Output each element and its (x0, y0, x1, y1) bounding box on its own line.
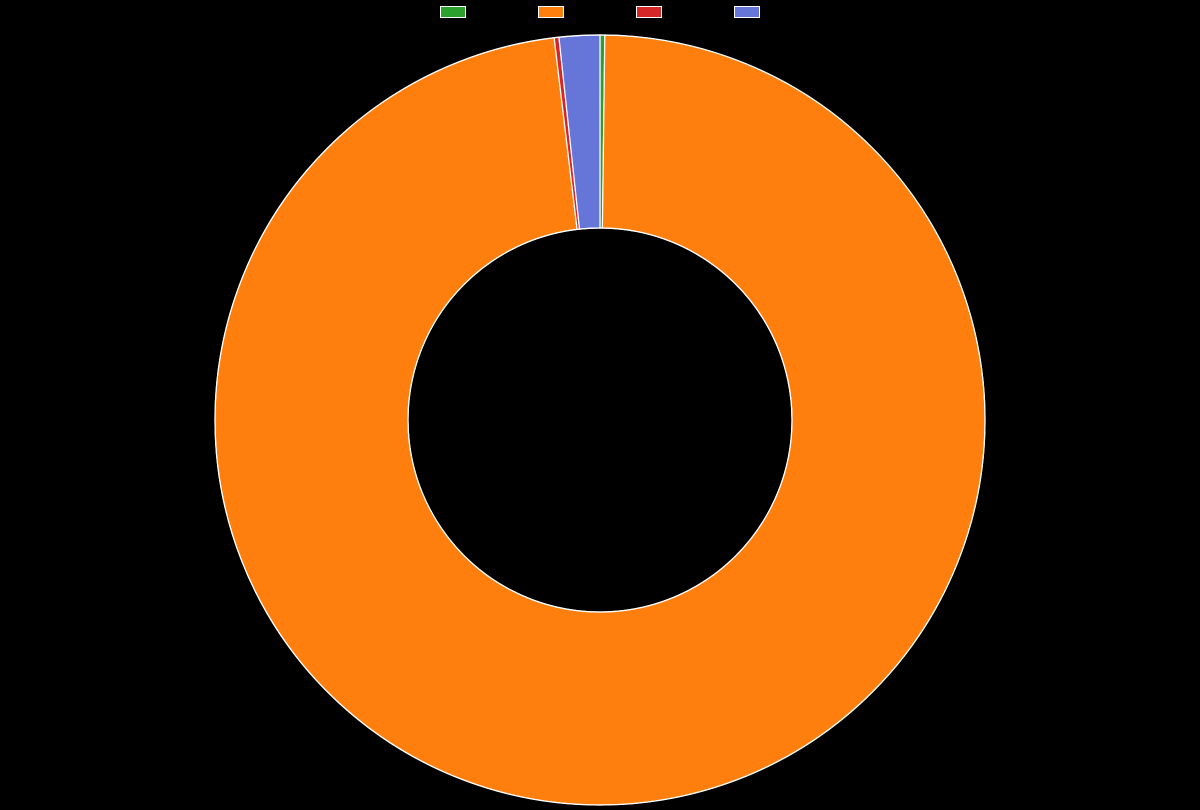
donut-inner-edge (408, 228, 792, 612)
donut-chart-container (0, 20, 1200, 800)
donut-chart (0, 10, 1200, 810)
